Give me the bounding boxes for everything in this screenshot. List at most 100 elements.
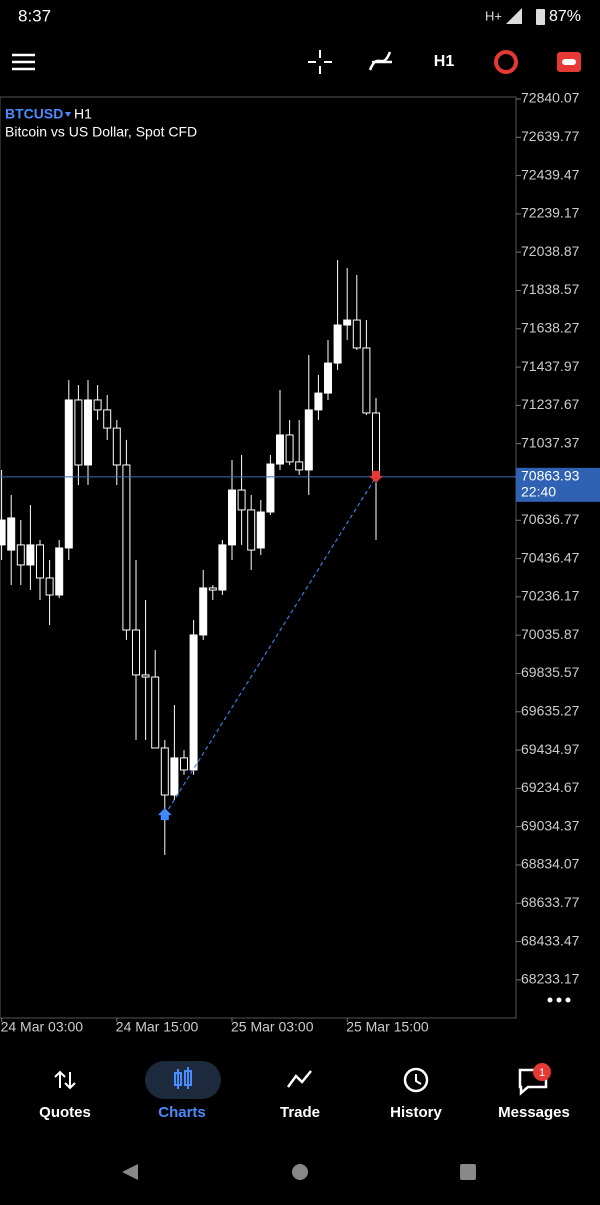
y-tick-label: 69034.37: [521, 817, 580, 833]
nav-label[interactable]: Charts: [158, 1104, 206, 1121]
y-tick-label: 70436.47: [521, 549, 580, 565]
one-click-toggle: [562, 59, 576, 65]
back-button[interactable]: [122, 1164, 138, 1180]
current-price-label: 70863.93: [521, 468, 580, 484]
candle-body: [170, 757, 179, 796]
more-dots[interactable]: [547, 997, 571, 1003]
candle-body: [16, 544, 25, 566]
active-tab-pill: [145, 1061, 221, 1099]
candle-body: [285, 434, 294, 463]
current-price-box: [516, 467, 600, 502]
candle-body: [132, 629, 140, 676]
nav-label[interactable]: Quotes: [39, 1104, 91, 1121]
y-tick-label: 72840.07: [521, 90, 580, 106]
sell-marker: [369, 470, 383, 483]
nav-label[interactable]: History: [390, 1104, 442, 1121]
candle-body: [314, 392, 323, 411]
y-tick-label: 70236.17: [521, 588, 580, 604]
y-tick-label: 72639.77: [521, 128, 580, 144]
home-button[interactable]: [292, 1164, 308, 1180]
symbol-description: Bitcoin vs US Dollar, Spot CFD: [5, 124, 197, 140]
candle-body: [218, 544, 227, 591]
trade-icon[interactable]: [494, 50, 518, 74]
x-tick-label: 25 Mar 03:00: [231, 1019, 314, 1035]
buy-marker: [157, 808, 172, 821]
candle-body: [36, 544, 44, 579]
charts-icon: [174, 1067, 192, 1089]
candle-body: [74, 399, 83, 466]
timeframe-button[interactable]: H1: [434, 53, 455, 70]
y-tick-label: 72038.87: [521, 243, 580, 259]
quotes-icon: [54, 1070, 76, 1090]
candle-body: [304, 409, 313, 471]
candle-body: [208, 587, 217, 591]
y-tick-label: 69434.97: [521, 741, 580, 757]
candle-body: [84, 399, 92, 466]
candle-body: [333, 324, 342, 364]
battery-icon: [536, 9, 545, 25]
candle-body: [26, 544, 35, 566]
y-tick-label: 69835.57: [521, 664, 580, 680]
trade-line: [164, 476, 377, 816]
candle-body: [372, 412, 380, 478]
candle-body: [295, 461, 304, 471]
y-tick-label: 71037.37: [521, 434, 580, 450]
candle-body: [141, 674, 150, 678]
y-tick-label: 68433.47: [521, 932, 580, 948]
y-tick-label: 71638.27: [521, 319, 580, 335]
nav-label[interactable]: Trade: [280, 1104, 320, 1121]
recents-button[interactable]: [460, 1164, 476, 1180]
candle-body: [45, 577, 54, 596]
status-network: H+: [485, 8, 502, 23]
candle-body: [352, 319, 361, 349]
y-tick-label: 69635.27: [521, 702, 580, 718]
candle-body: [343, 319, 352, 326]
y-tick-label: 72439.47: [521, 166, 580, 182]
y-tick-label: 71437.97: [521, 358, 580, 374]
candle-body: [64, 399, 73, 549]
badge: [533, 1063, 551, 1081]
crosshair-button[interactable]: [308, 50, 332, 74]
candle-body: [276, 434, 284, 465]
plot: [0, 260, 380, 856]
y-tick-label: 68233.17: [521, 971, 580, 987]
candle-body: [228, 489, 236, 546]
menu-button[interactable]: [12, 53, 35, 71]
candle-body: [189, 634, 198, 771]
candle-body: [199, 587, 208, 636]
x-tick-label: 25 Mar 15:00: [346, 1019, 429, 1035]
y-tick-label: 68834.07: [521, 856, 580, 872]
candle-body: [160, 747, 169, 796]
candle-body: [237, 489, 246, 511]
candle-body: [103, 409, 112, 429]
y-tick-label: 69234.67: [521, 779, 580, 795]
x-tick-label: 24 Mar 15:00: [116, 1019, 199, 1035]
y-tick-label: 71838.57: [521, 281, 580, 297]
trade-tab-icon: [286, 1070, 312, 1088]
status-battery: 87%: [549, 8, 581, 25]
x-tick-label: 24 Mar 03:00: [1, 1019, 84, 1035]
symbol-name[interactable]: BTCUSD: [5, 106, 63, 122]
candle-body: [180, 757, 188, 771]
y-tick-label: 70636.77: [521, 511, 580, 527]
candle-body: [324, 362, 332, 394]
candle-body: [266, 463, 275, 513]
indicators-button[interactable]: [368, 51, 392, 71]
candle-body: [7, 517, 16, 551]
y-tick-label: 68633.77: [521, 894, 580, 910]
candle-body: [0, 519, 6, 546]
history-icon: [403, 1067, 429, 1093]
candle-body: [55, 547, 64, 596]
candle-body: [112, 427, 121, 466]
nav-label[interactable]: Messages: [498, 1104, 570, 1121]
candle-body: [362, 347, 371, 414]
symbol-dropdown[interactable]: [65, 112, 71, 117]
candle-body: [93, 399, 102, 411]
status-time: 8:37: [18, 6, 51, 25]
candle-body: [122, 464, 131, 631]
y-tick-label: 71237.67: [521, 396, 580, 412]
badge-count: 1: [539, 1067, 545, 1079]
